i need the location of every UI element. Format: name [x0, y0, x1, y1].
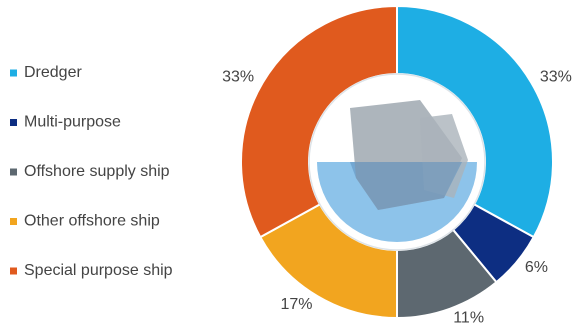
- legend-label: Dredger: [24, 64, 82, 81]
- legend-label: Special purpose ship: [24, 262, 173, 279]
- legend-label: Offshore supply ship: [24, 163, 170, 180]
- legend-marker: [10, 119, 17, 126]
- legend-marker: [10, 168, 17, 176]
- value-label: 17%: [280, 296, 312, 313]
- value-label: 11%: [453, 309, 484, 326]
- legend-marker: [10, 218, 17, 225]
- legend-label: Multi-purpose: [24, 114, 121, 131]
- legend-marker: [10, 69, 17, 77]
- center-illustration: [308, 73, 486, 251]
- value-label: 33%: [540, 69, 572, 86]
- value-label: 6%: [525, 259, 548, 276]
- legend-label: Other offshore ship: [24, 213, 160, 230]
- legend-marker: [10, 267, 17, 275]
- value-label: 33%: [222, 69, 254, 86]
